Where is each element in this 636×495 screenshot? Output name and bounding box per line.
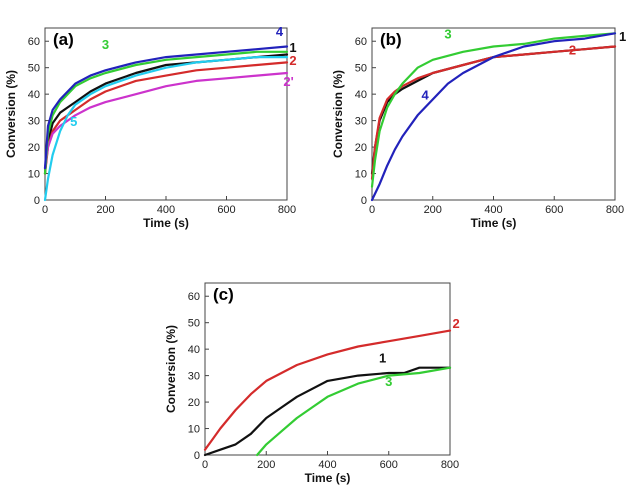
- y-tick-label: 20: [188, 397, 200, 409]
- plot-frame: [371, 27, 616, 201]
- series-line-5: [43, 56, 289, 202]
- panel-label: (c): [213, 285, 234, 304]
- series-label: 1: [619, 29, 626, 44]
- series-label: 4: [276, 24, 284, 39]
- series-label: 2': [283, 74, 293, 89]
- panel-a: 0 200 400 600 800 0 10 20 30 40 50 60 Time (s) Conver…: [4, 24, 297, 230]
- panel-label: (b): [380, 30, 402, 49]
- x-axis-title: Time (s): [305, 471, 351, 485]
- y-tick-label: 30: [28, 116, 40, 128]
- panel-b: 0 200 400 600 800 0 10 20 30 40 50 60 Time (s) Conver…: [331, 27, 626, 230]
- x-tick-label: 800: [606, 204, 624, 216]
- series-line-1: [203, 366, 452, 457]
- plot-frame: [44, 27, 288, 201]
- y-axis-title: Conversion (%): [4, 70, 18, 158]
- series-line-2: [370, 45, 617, 180]
- x-tick-label: 200: [424, 204, 442, 216]
- series-label: 3: [385, 374, 392, 389]
- series-line-4: [43, 45, 289, 170]
- series-label: 1: [379, 350, 386, 365]
- series-label: 1: [289, 40, 296, 55]
- x-tick-label: 600: [217, 204, 235, 216]
- x-tick-label: 600: [545, 204, 563, 216]
- series-line-2: [43, 61, 289, 175]
- series-label: 5: [70, 114, 77, 129]
- x-tick-label: 400: [484, 204, 502, 216]
- x-axis-title: Time (s): [471, 216, 517, 230]
- y-tick-label: 0: [34, 195, 40, 207]
- series-line-1: [43, 53, 289, 175]
- y-tick-label: 40: [28, 89, 40, 101]
- series-line-4: [370, 32, 617, 202]
- y-tick-label: 60: [28, 36, 40, 48]
- y-tick-label: 20: [28, 142, 40, 154]
- y-axis-title: Conversion (%): [331, 70, 345, 158]
- x-tick-label: 400: [157, 204, 175, 216]
- y-axis-title: Conversion (%): [164, 325, 178, 413]
- x-tick-label: 0: [42, 204, 48, 216]
- series-label: 3: [444, 27, 451, 42]
- x-tick-label: 0: [202, 459, 208, 471]
- y-tick-label: 60: [188, 291, 200, 303]
- series-label: 2: [289, 53, 296, 68]
- x-tick-label: 200: [96, 204, 114, 216]
- y-tick-label: 60: [355, 36, 367, 48]
- y-tick-label: 10: [28, 169, 40, 181]
- series-line-2prime: [43, 71, 289, 170]
- y-tick-label: 10: [188, 424, 200, 436]
- y-tick-label: 30: [355, 116, 367, 128]
- y-tick-label: 10: [355, 169, 367, 181]
- series-label: 4: [422, 87, 430, 102]
- series-label: 2: [453, 316, 460, 331]
- x-tick-label: 800: [278, 204, 296, 216]
- series-line-3: [370, 32, 617, 188]
- y-tick-label: 50: [355, 63, 367, 75]
- y-tick-label: 0: [194, 450, 200, 462]
- y-tick-label: 0: [361, 195, 367, 207]
- series-line-3: [256, 366, 452, 457]
- y-tick-label: 40: [355, 89, 367, 101]
- series-line-2: [203, 329, 452, 451]
- x-axis-title: Time (s): [143, 216, 189, 230]
- series-label: 3: [102, 37, 109, 52]
- series-label: 2: [569, 42, 576, 57]
- panel-label: (a): [53, 30, 74, 49]
- y-tick-label: 50: [28, 63, 40, 75]
- x-tick-label: 600: [380, 459, 398, 471]
- series-line-1: [370, 45, 617, 175]
- series-line-3: [43, 50, 289, 175]
- y-tick-label: 50: [188, 318, 200, 330]
- x-tick-label: 200: [257, 459, 275, 471]
- y-tick-label: 30: [188, 371, 200, 383]
- x-tick-label: 800: [441, 459, 459, 471]
- panel-c: 0 200 400 600 800 0 10 20 30 40 50 60 Time (s) Conver…: [164, 282, 460, 485]
- y-tick-label: 20: [355, 142, 367, 154]
- x-tick-label: 0: [369, 204, 375, 216]
- y-tick-label: 40: [188, 344, 200, 356]
- x-tick-label: 400: [318, 459, 336, 471]
